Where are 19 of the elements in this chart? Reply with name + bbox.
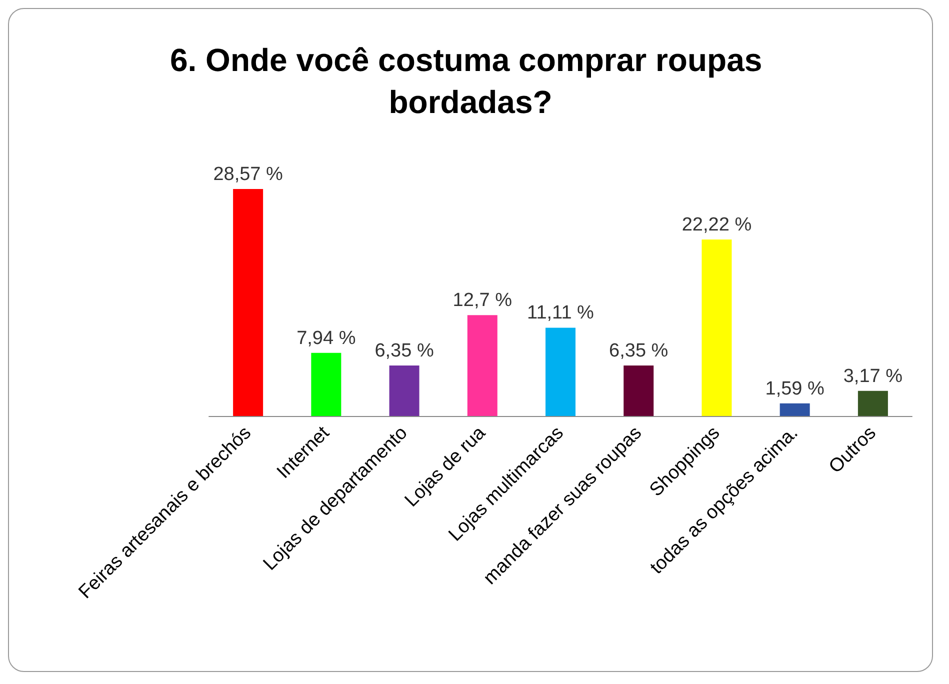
- data-label: 12,7 %: [452, 290, 512, 312]
- bar: [780, 403, 810, 416]
- bar: [389, 366, 420, 416]
- bar: [233, 189, 264, 416]
- data-label: 3,17 %: [843, 366, 903, 387]
- data-label: 7,94 %: [296, 328, 356, 349]
- data-label: 22,22 %: [682, 214, 752, 236]
- data-label: 28,57 %: [213, 164, 284, 185]
- data-label: 1,59 %: [765, 378, 825, 400]
- data-label: 6,35 %: [609, 340, 668, 362]
- data-label: 11,11 %: [527, 302, 594, 324]
- bar: [624, 366, 654, 416]
- bar: [858, 390, 888, 416]
- bar: [311, 352, 342, 416]
- data-label: 6,35 %: [374, 340, 434, 362]
- bar: [467, 315, 498, 416]
- bar: [546, 328, 576, 416]
- chart-title: 6. Onde você costuma comprar roupas bordadas?: [170, 42, 772, 120]
- bar: [702, 239, 732, 416]
